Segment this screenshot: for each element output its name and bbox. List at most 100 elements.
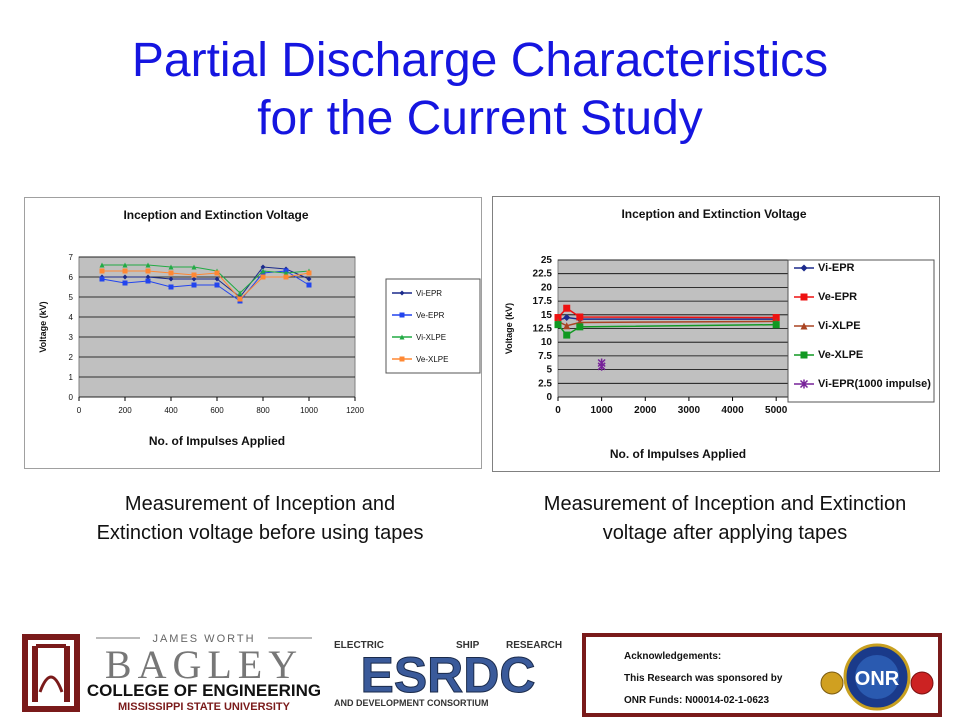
- legend-label: Vi-XLPE: [818, 320, 861, 332]
- y-tick-label: 2: [69, 353, 74, 362]
- series-line-vi-epr: [557, 316, 777, 321]
- x-tick-label: 0: [555, 405, 561, 416]
- legend-label: Ve-EPR: [818, 291, 857, 303]
- data-point-ve-xlpe: [772, 321, 780, 329]
- ack-heading: Acknowledgements:: [624, 651, 722, 662]
- caption-line: Measurement of Inception and Extinction: [543, 493, 907, 515]
- x-tick-label: 1200: [346, 406, 364, 415]
- y-tick-label: 7: [69, 253, 74, 262]
- chart-title: Inception and Extinction Voltage: [621, 207, 806, 221]
- bagley-college-logo: JAMES WORTH BAGLEY COLLEGE OF ENGINEERIN…: [22, 633, 320, 713]
- legend-marker: [399, 356, 405, 362]
- data-point-ve-epr: [145, 278, 151, 284]
- esrdc-main-text: ESRDC: [360, 647, 535, 703]
- y-tick-label: 0: [69, 393, 74, 402]
- y-tick-label: 15: [541, 310, 553, 321]
- esrdc-bottom-text: AND DEVELOPMENT CONSORTIUM: [334, 698, 489, 708]
- y-tick-label: 25: [541, 255, 553, 266]
- x-tick-label: 1000: [300, 406, 318, 415]
- x-tick-label: 800: [256, 406, 270, 415]
- legend-box: [787, 259, 935, 403]
- y-tick-label: 5: [69, 293, 74, 302]
- series-line-ve-xlpe: [102, 270, 310, 300]
- data-point-ve-xlpe: [306, 270, 312, 276]
- bagley-top-text: JAMES WORTH: [152, 633, 255, 645]
- data-point-vi-xlpe: [168, 264, 174, 270]
- x-tick-label: 3000: [678, 405, 701, 416]
- data-point-ve-xlpe: [554, 321, 562, 329]
- data-point-vi-epr: [191, 276, 197, 282]
- legend-label: Vi-XLPE: [416, 333, 446, 342]
- legend-label: Ve-XLPE: [818, 349, 863, 361]
- title-line-1: Partial Discharge Characteristics: [131, 34, 829, 87]
- series-line-ve-epr: [557, 307, 777, 319]
- data-point-vi-epr: [563, 314, 571, 322]
- y-tick-label: 7.5: [538, 351, 552, 362]
- bagley-university-text: MISSISSIPPI STATE UNIVERSITY: [118, 701, 291, 713]
- caption-before-tapes: Measurement of Inception and Extinction …: [40, 490, 480, 548]
- data-point-ve-epr: [191, 282, 197, 288]
- data-point-ve-epr: [168, 284, 174, 290]
- data-point-vi-epr(1000 impulse): [597, 361, 606, 371]
- x-tick-label: 4000: [721, 405, 744, 416]
- data-point-vi-xlpe: [563, 322, 571, 330]
- data-point-vi-xlpe: [283, 270, 289, 276]
- data-point-ve-xlpe: [237, 296, 243, 302]
- legend-label: Vi-EPR(1000 impulse): [818, 378, 931, 390]
- y-tick-label: 3: [69, 333, 74, 342]
- data-point-ve-epr: [554, 314, 562, 322]
- data-point-ve-epr: [306, 282, 312, 288]
- esrdc-logo: ELECTRIC SHIP RESEARCH ESRDC AND DEVELOP…: [334, 640, 562, 708]
- data-point-ve-xlpe: [99, 268, 105, 274]
- bagley-main-text: BAGLEY: [105, 642, 303, 687]
- x-tick-label: 5000: [765, 405, 788, 416]
- legend-marker: [800, 322, 808, 330]
- data-point-vi-xlpe: [122, 262, 128, 268]
- y-axis-label: Voltage (kV): [38, 301, 48, 352]
- data-point-ve-epr: [563, 304, 571, 312]
- series-line-vi-epr: [102, 266, 310, 298]
- legend-label: Ve-EPR: [416, 311, 445, 320]
- y-tick-label: 1: [69, 373, 74, 382]
- x-axis-label: No. of Impulses Applied: [610, 447, 746, 461]
- y-tick-label: 20: [541, 282, 553, 293]
- data-point-vi-xlpe: [237, 290, 243, 296]
- x-tick-label: 200: [118, 406, 132, 415]
- data-point-vi-epr: [214, 276, 220, 282]
- data-point-vi-epr: [260, 264, 266, 270]
- y-tick-label: 0: [546, 392, 552, 403]
- ack-sponsor: This Research was sponsored by: [624, 673, 783, 684]
- data-point-ve-xlpe: [563, 331, 571, 339]
- x-axis-label: No. of Impulses Applied: [149, 434, 285, 448]
- data-point-vi-epr: [122, 274, 128, 280]
- caption-after-tapes: Measurement of Inception and Extinction …: [490, 490, 960, 548]
- y-tick-label: 17.5: [533, 296, 553, 307]
- data-point-ve-xlpe: [191, 272, 197, 278]
- data-point-ve-xlpe: [145, 268, 151, 274]
- series-line-vi-xlpe: [557, 320, 777, 327]
- legend-marker: [800, 293, 808, 301]
- legend-label: Ve-XLPE: [416, 355, 448, 364]
- data-point-vi-epr: [145, 274, 151, 280]
- legend-marker: [399, 312, 405, 318]
- chart-after-tapes: 0 2.5 5 7.5 10 12.5 15 17.5 20 22.5 25 0 1000 2000 300…: [492, 196, 940, 472]
- data-point-ve-xlpe: [260, 274, 266, 280]
- x-tick-label: 600: [210, 406, 224, 415]
- legend-marker: [399, 290, 405, 296]
- data-point-vi-epr: [168, 276, 174, 282]
- x-tick-label: 0: [77, 406, 82, 415]
- y-tick-label: 4: [69, 313, 74, 322]
- data-point-vi-xlpe: [260, 268, 266, 274]
- y-tick-label: 6: [69, 273, 74, 282]
- caption-line: voltage after applying tapes: [602, 522, 848, 544]
- esrdc-top-text-mid: SHIP: [456, 640, 480, 651]
- chart-layer: 0 1 2 3 4 5 6 7 0 200 400 600 800 1000 1200 Inception a…: [38, 208, 481, 448]
- navy-emblem-icon: [820, 671, 844, 695]
- data-point-ve-xlpe: [283, 274, 289, 280]
- data-point-ve-xlpe: [168, 270, 174, 276]
- legend-marker: [800, 351, 808, 359]
- chart-before-tapes: 0 1 2 3 4 5 6 7 0 200 400 600 800 1000 1200 Inception a…: [24, 197, 482, 469]
- x-tick-label: 2000: [634, 405, 657, 416]
- esrdc-top-text-left: ELECTRIC: [334, 640, 384, 651]
- title-line-2: for the Current Study: [257, 92, 703, 145]
